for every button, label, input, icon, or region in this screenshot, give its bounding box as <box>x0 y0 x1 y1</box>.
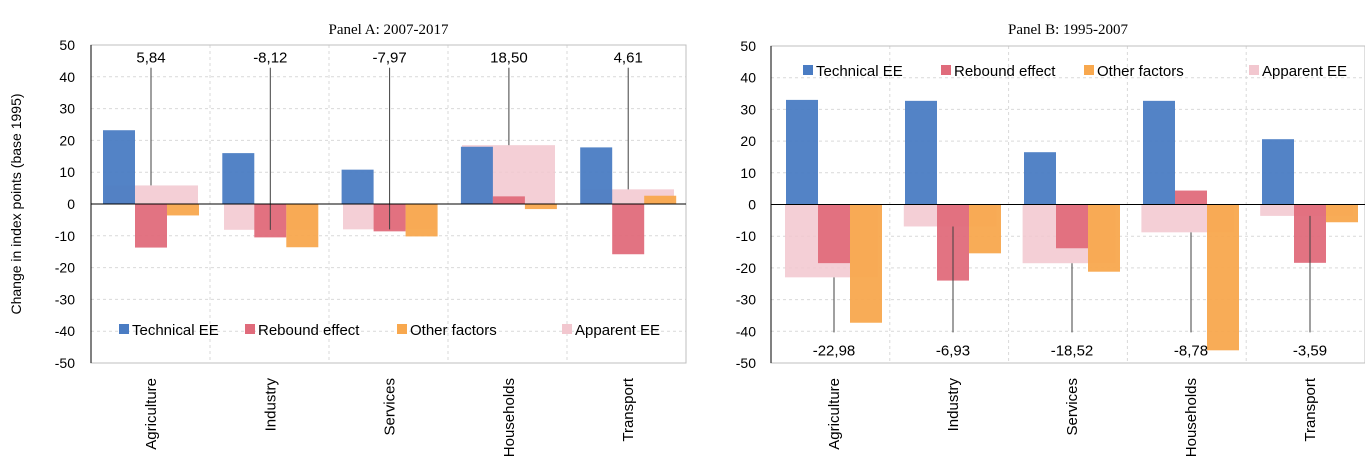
panel-a-technical-ee-bar-agriculture <box>103 130 135 204</box>
panel-a-legend-label-technical-ee: Technical EE <box>132 322 219 339</box>
panel-b-y-tick-label: -40 <box>736 323 756 339</box>
panel-a-y-tick-label: 30 <box>59 101 75 117</box>
panel-a-other-factors-bar-industry <box>286 204 319 248</box>
panel-b-technical-ee-bar-industry <box>905 100 937 205</box>
panel-a-rebound-effect-bar-agriculture <box>135 204 167 248</box>
panel-b-y-tick-label: 10 <box>740 165 756 181</box>
panel-b-legend-label-apparent-ee: Apparent EE <box>1262 63 1347 80</box>
panel-b-legend-label-rebound-effect: Rebound effect <box>954 63 1056 80</box>
panel-b-legend-swatch-technical-ee <box>803 65 813 75</box>
panel-b-legend-swatch-apparent-ee <box>1249 65 1259 75</box>
panel-b-category-label-services: Services <box>1064 378 1081 436</box>
panel-a-y-tick-label: 10 <box>59 164 75 180</box>
panel-a-category-label-households: Households <box>501 378 518 457</box>
panel-a-data-label-households: 18,50 <box>490 50 528 67</box>
panel-b-category-label-agriculture: Agriculture <box>826 378 843 450</box>
panel-a-technical-ee-bar-households <box>460 146 493 204</box>
panel-b-technical-ee-bar-transport <box>1262 139 1294 205</box>
panel-a-legend-item-rebound-effect: Rebound effect <box>245 322 360 339</box>
panel-a-y-tick-label: -10 <box>55 228 75 244</box>
panel-b-category-label-transport: Transport <box>1302 377 1319 441</box>
panel-a-technical-ee-bar-transport <box>580 147 613 204</box>
panel-a-legend-item-other-factors: Other factors <box>397 322 497 339</box>
panel-b-legend-item-other-factors: Other factors <box>1084 63 1184 80</box>
panel-a-legend-swatch-rebound-effect <box>245 324 255 334</box>
panel-a-data-label-agriculture: 5,84 <box>136 50 165 67</box>
panel-b-legend-item-technical-ee: Technical EE <box>803 63 903 80</box>
panel-a-technical-ee-bar-services <box>341 169 374 204</box>
panel-a-y-tick-label: 20 <box>59 132 75 148</box>
panel-a-technical-ee-bar-industry <box>222 153 255 204</box>
panel-a-other-factors-bar-households <box>524 204 557 210</box>
panel-a-data-label-industry: -8,12 <box>253 50 287 67</box>
panel-b-legend-swatch-rebound-effect <box>941 65 951 75</box>
panel-b-legend-label-technical-ee: Technical EE <box>816 63 903 80</box>
panel-b-technical-ee-bar-households <box>1143 100 1175 205</box>
panel-b-other-factors-bar-agriculture <box>850 204 882 323</box>
panel-b-rebound-effect-bar-agriculture <box>818 204 850 264</box>
panel-b-other-factors-bar-services <box>1088 204 1120 272</box>
panel-b-chart: Panel B: 1995-2007 -50 -40 -30 -20 -10 0 10 20 30… <box>736 22 1365 457</box>
panel-a-chart: Panel A: 2007-2017 -50 -40 -30 -20 -10 0 10 20 30… <box>55 22 687 457</box>
panel-b-technical-ee-bar-agriculture <box>786 99 818 205</box>
panel-b-legend-item-apparent-ee: Apparent EE <box>1249 63 1347 80</box>
panel-a-other-factors-bar-transport <box>644 195 677 204</box>
panel-a-other-factors-bar-services <box>405 204 438 237</box>
panel-b-data-label-services: -18,52 <box>1051 342 1094 359</box>
panel-b-rebound-effect-bar-households <box>1175 190 1207 205</box>
panel-b-y-tick-label: -50 <box>736 355 756 371</box>
panel-b-other-factors-bar-households <box>1207 204 1239 351</box>
panel-a-legend-swatch-apparent-ee <box>562 324 572 334</box>
panel-b-data-label-transport: -3,59 <box>1293 342 1327 359</box>
panel-b-other-factors-bar-industry <box>969 204 1001 254</box>
panel-a-category-label-transport: Transport <box>620 377 637 441</box>
panel-a-y-tick-label: -20 <box>55 260 75 276</box>
panel-a-category-label-agriculture: Agriculture <box>143 378 160 450</box>
panel-b-data-label-agriculture: -22,98 <box>813 342 856 359</box>
panel-b-category-label-industry: Industry <box>945 378 962 432</box>
panel-a-y-tick-label: 0 <box>67 196 75 212</box>
panel-a-legend-item-technical-ee: Technical EE <box>119 322 219 339</box>
panel-b-y-tick-label: -20 <box>736 260 756 276</box>
panel-b-y-tick-label: 30 <box>740 101 756 117</box>
panel-b-y-tick-label: -10 <box>736 228 756 244</box>
panel-a-legend-label-rebound-effect: Rebound effect <box>258 322 360 339</box>
panel-b-category-label-households: Households <box>1183 378 1200 457</box>
panel-a-category-label-services: Services <box>382 378 399 436</box>
panel-b-rebound-effect-bar-services <box>1056 204 1088 249</box>
panel-a-y-tick-label: 40 <box>59 69 75 85</box>
panel-a-other-factors-bar-agriculture <box>167 204 199 216</box>
panel-b-legend-label-other-factors: Other factors <box>1097 63 1184 80</box>
panel-a-legend-label-apparent-ee: Apparent EE <box>575 322 660 339</box>
panel-b-y-tick-label: -30 <box>736 292 756 308</box>
panel-a-data-label-services: -7,97 <box>372 50 406 67</box>
panel-a-y-tick-label: -30 <box>55 291 75 307</box>
panel-b-data-label-households: -8,78 <box>1174 342 1208 359</box>
panel-b-title: Panel B: 1995-2007 <box>1008 22 1128 38</box>
panel-b-legend-item-rebound-effect: Rebound effect <box>941 63 1056 80</box>
panel-a-y-tick-label: 50 <box>59 37 75 53</box>
panel-a-y-tick-label: -50 <box>55 355 75 371</box>
panel-b-technical-ee-bar-services <box>1024 152 1056 205</box>
panel-a-title: Panel A: 2007-2017 <box>329 22 449 38</box>
panel-a-legend-swatch-other-factors <box>397 324 407 334</box>
panel-b-y-tick-label: 20 <box>740 133 756 149</box>
panel-a-rebound-effect-bar-transport <box>612 204 645 255</box>
y-axis-label: Change in index points (base 1995) <box>8 93 24 314</box>
panel-a-legend-label-other-factors: Other factors <box>410 322 497 339</box>
panel-a-legend-swatch-technical-ee <box>119 324 129 334</box>
panel-b-y-tick-label: 50 <box>740 38 756 54</box>
panel-b-y-tick-label: 0 <box>748 197 756 213</box>
panel-b-other-factors-bar-transport <box>1326 204 1358 223</box>
panel-a-rebound-effect-bar-households <box>492 196 525 204</box>
panel-b-data-label-industry: -6,93 <box>936 342 970 359</box>
panel-a-legend-item-apparent-ee: Apparent EE <box>562 322 660 339</box>
panel-b-legend-swatch-other-factors <box>1084 65 1094 75</box>
panel-b-y-tick-label: 40 <box>740 70 756 86</box>
panel-a-category-label-industry: Industry <box>262 378 279 432</box>
panel-a-data-label-transport: 4,61 <box>614 50 643 67</box>
panel-a-y-tick-label: -40 <box>55 323 75 339</box>
